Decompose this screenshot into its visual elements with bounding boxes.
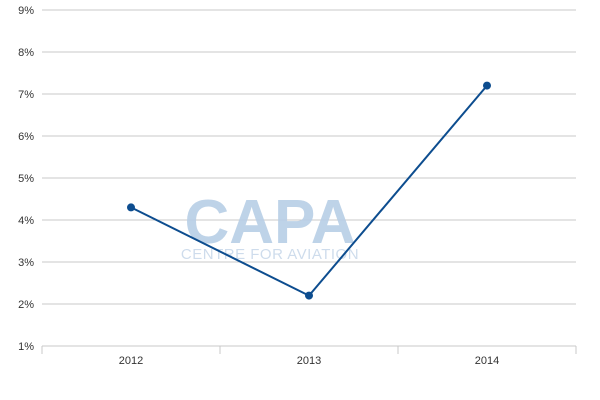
watermark-sub-text: CENTRE FOR AVIATION xyxy=(181,246,359,263)
y-axis-tick-labels: 1% 2% 3% 4% 5% 6% 7% 8% 9% xyxy=(18,5,34,353)
x-axis-tick-labels: 2012 2013 2014 xyxy=(119,355,499,367)
y-tick-label: 8% xyxy=(18,47,34,59)
y-tick-label: 1% xyxy=(18,341,34,353)
capa-watermark-logo: CAPA CENTRE FOR AVIATION xyxy=(181,188,359,263)
y-tick-label: 6% xyxy=(18,131,34,143)
gridlines xyxy=(42,9,576,305)
y-tick-label: 3% xyxy=(18,257,34,269)
watermark-main-text: CAPA xyxy=(184,188,355,257)
y-tick-label: 7% xyxy=(18,89,34,101)
y-tick-label: 2% xyxy=(18,299,34,311)
series-layer xyxy=(127,81,491,300)
x-tick-label: 2013 xyxy=(297,355,321,367)
axes xyxy=(41,345,577,354)
y-tick-label: 9% xyxy=(18,5,34,17)
data-point xyxy=(483,81,491,90)
x-tick-label: 2014 xyxy=(475,355,499,367)
x-tick-label: 2012 xyxy=(119,355,143,367)
data-point xyxy=(127,203,135,212)
y-tick-label: 5% xyxy=(18,173,34,185)
y-tick-label: 4% xyxy=(18,215,34,227)
data-point xyxy=(305,291,313,300)
